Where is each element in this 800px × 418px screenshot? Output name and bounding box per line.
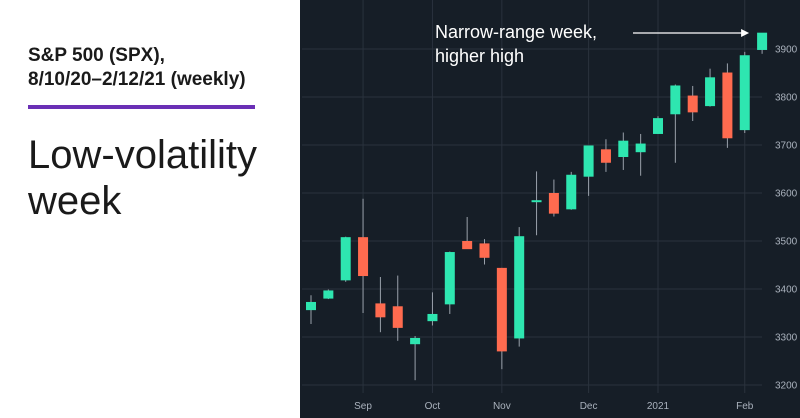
candle [687,85,698,121]
y-tick-label: 3800 [775,93,798,104]
candle-body-down [375,303,386,318]
candle [375,277,386,333]
candlestick-chart: 3200 3300 3400 3500 3600 3700 3800 3900 Sep Oct N… [300,0,800,418]
candle-body-down [392,306,403,328]
candle [618,132,629,170]
subtitle-line-2: 8/10/20–2/12/21 (weekly) [28,69,246,90]
candle-body-up [410,337,421,345]
candle-body-up [340,237,351,281]
candle-body-up [583,145,594,177]
candle [444,251,455,314]
candle [722,63,733,148]
candle [566,171,577,210]
candle-body-up [757,32,768,50]
candle-body-down [548,193,559,214]
candle-body-up [653,118,663,134]
annotation-text: higher high [435,46,524,66]
candle [462,217,473,250]
y-tick-label: 3300 [775,333,798,344]
candle-body-up [323,290,334,299]
y-tick-label: 3600 [775,189,798,200]
candle-body-down [358,237,369,277]
annotation: Narrow-range week, higher high [435,22,750,66]
text-panel: S&P 500 (SPX), 8/10/20–2/12/21 (weekly) … [0,0,300,418]
candle-body-down [479,243,490,258]
y-tick-label: 3400 [775,285,798,296]
candle [358,198,369,313]
x-tick-label: Oct [425,401,441,412]
candle [531,171,542,236]
x-tick-label: 2021 [647,401,670,412]
candle [392,275,403,341]
candle-body-down [687,95,698,113]
candle-body-down [462,241,473,250]
candle [583,145,594,196]
y-tick-label: 3500 [775,237,798,248]
headline-line-1: Low-volatility [28,133,257,177]
candle [514,227,525,347]
annotation-arrow-head [741,29,750,37]
candle [410,336,421,381]
x-tick-label: Nov [493,401,511,412]
headline-line-2: week [28,179,122,223]
candle [323,289,334,300]
x-tick-label: Sep [354,401,372,412]
annotation-text: Narrow-range week, [435,22,597,42]
candle [340,236,351,282]
candle [705,68,716,107]
x-tick-label: Feb [736,401,754,412]
accent-rule [28,105,255,109]
headline: Low-volatility week [28,132,293,224]
candle-body-down [496,267,507,352]
candle-body-up [705,77,716,107]
candle [479,239,490,265]
candle-body-up [514,236,525,339]
candle [306,295,316,325]
candle-body-up [531,200,542,203]
candle [670,84,681,163]
y-tick-label: 3700 [775,141,798,152]
y-tick-label: 3200 [775,381,798,392]
candle [427,292,438,326]
candle [635,133,646,176]
candles [306,32,768,381]
candle [600,139,611,172]
candle-body-up [306,301,316,311]
candle [548,179,559,217]
candle-body-up [444,252,455,305]
chart-subtitle: S&P 500 (SPX), 8/10/20–2/12/21 (weekly) [28,44,293,92]
candle [496,267,507,370]
candle-body-up [739,55,750,131]
candle-body-up [618,140,629,157]
y-tick-label: 3900 [775,45,798,56]
x-tick-label: Dec [580,401,598,412]
candle-body-up [566,174,577,210]
x-axis: Sep Oct Nov Dec 2021 Feb [354,401,754,412]
candle [739,51,750,133]
subtitle-line-1: S&P 500 (SPX), [28,45,165,66]
candle-body-down [722,72,733,139]
candle [653,116,663,134]
candle [757,32,768,54]
candle-body-up [670,85,681,115]
y-axis: 3200 3300 3400 3500 3600 3700 3800 3900 [775,45,798,392]
candle-body-up [427,313,438,322]
candle-body-up [635,143,646,153]
candle-body-down [600,149,611,163]
